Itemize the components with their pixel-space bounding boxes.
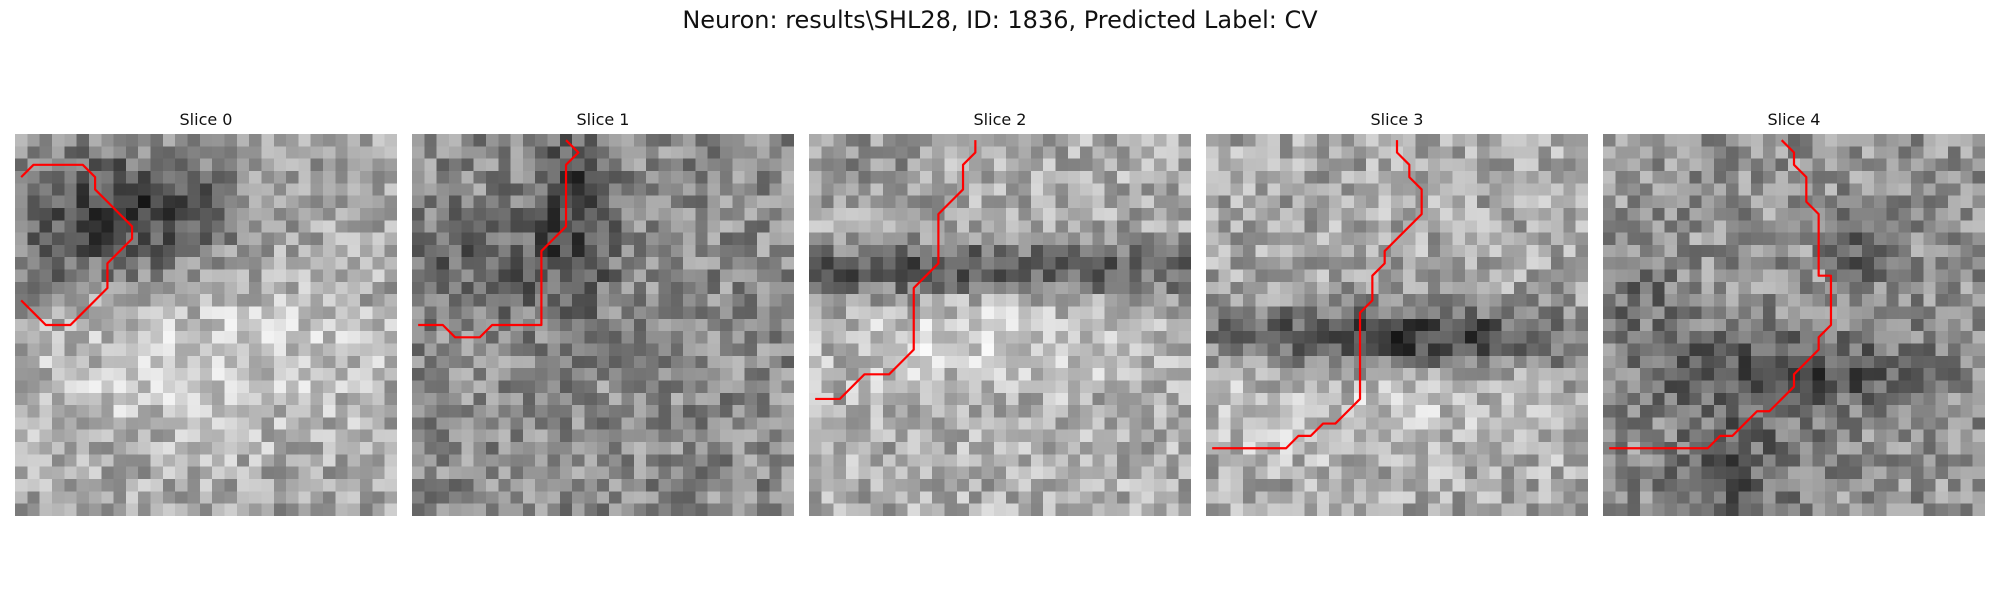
neuron-trace (20, 163, 134, 327)
slice-image (412, 134, 794, 516)
neuron-trace (815, 140, 977, 401)
panel-title: Slice 0 (179, 110, 233, 129)
pixel-grid (809, 134, 1191, 516)
pixel-grid (412, 134, 794, 516)
panel-title: Slice 4 (1767, 110, 1821, 129)
panel-title: Slice 1 (576, 110, 630, 129)
neuron-trace (1212, 140, 1423, 450)
panel-title: Slice 3 (1370, 110, 1424, 129)
figure-title: Neuron: results\SHL28, ID: 1836, Predict… (682, 6, 1318, 34)
neuron-trace (1609, 139, 1833, 450)
slice-image (809, 134, 1191, 516)
panel-title: Slice 2 (973, 110, 1027, 129)
slice-image (1206, 134, 1588, 516)
pixel-grid (1603, 134, 1985, 516)
neuron-trace (418, 139, 580, 339)
pixel-grid (1206, 134, 1588, 516)
slice-image (15, 134, 397, 516)
pixel-grid (15, 134, 397, 516)
slice-image (1603, 134, 1985, 516)
